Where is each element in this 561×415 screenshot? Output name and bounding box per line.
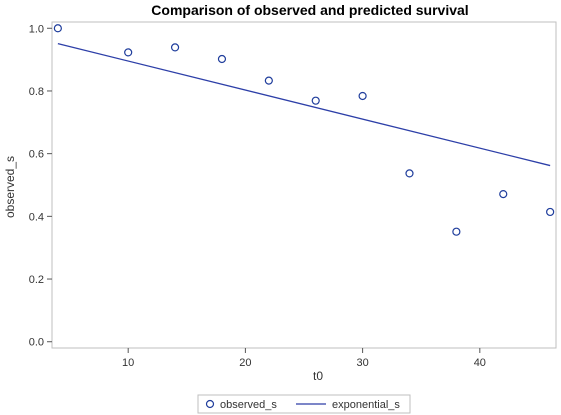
data-point-observed_s bbox=[217, 54, 227, 64]
legend-marker-observed bbox=[205, 399, 215, 409]
x-tick-label: 40 bbox=[474, 357, 486, 369]
data-point-observed_s bbox=[452, 227, 461, 236]
data-point-observed_s bbox=[546, 207, 555, 217]
legend-box bbox=[197, 394, 411, 414]
data-point-observed_s bbox=[311, 96, 320, 105]
data-point-observed_s bbox=[170, 43, 180, 52]
legend-label-observed: observed_s bbox=[220, 399, 277, 411]
data-point-observed_s bbox=[264, 76, 273, 85]
x-axis-label: t0 bbox=[313, 369, 323, 383]
data-point-observed_s bbox=[53, 24, 62, 33]
y-tick-label: 0.2 bbox=[29, 274, 44, 286]
x-tick-label: 30 bbox=[356, 357, 368, 369]
y-tick-label: 1.0 bbox=[29, 23, 44, 35]
series-layer bbox=[53, 24, 555, 236]
legend: observed_s exponential_s bbox=[197, 394, 411, 414]
chart-title: Comparison of observed and predicted sur… bbox=[151, 2, 468, 18]
y-tick-label: 0.8 bbox=[29, 86, 44, 98]
y-axis-label: observed_s bbox=[3, 156, 17, 218]
y-tick-label: 0.4 bbox=[29, 211, 44, 223]
series-line-exponential_s bbox=[57, 42, 551, 167]
data-point-observed_s bbox=[358, 91, 367, 101]
data-point-observed_s bbox=[405, 169, 414, 178]
y-tick-label: 0.6 bbox=[29, 149, 44, 161]
legend-label-exponential: exponential_s bbox=[332, 399, 400, 411]
plot-frame bbox=[51, 21, 557, 349]
data-point-observed_s bbox=[124, 48, 133, 57]
data-point-observed_s bbox=[499, 189, 508, 199]
x-tick-label: 20 bbox=[239, 357, 251, 369]
x-axis: 10 20 30 40 bbox=[122, 348, 486, 369]
y-tick-label: 0.0 bbox=[29, 337, 44, 349]
y-axis: 0.0 0.2 0.4 0.6 0.8 1.0 bbox=[29, 23, 52, 349]
x-tick-label: 10 bbox=[122, 357, 134, 369]
